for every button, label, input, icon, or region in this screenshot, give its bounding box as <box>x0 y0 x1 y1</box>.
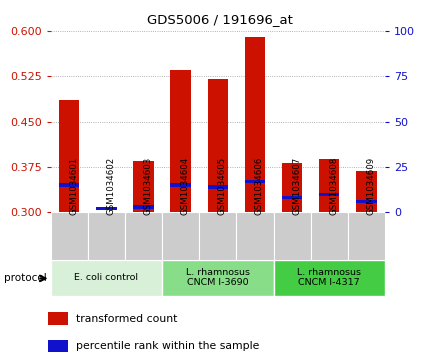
Bar <box>51 260 162 296</box>
Bar <box>208 79 228 212</box>
Text: GSM1034601: GSM1034601 <box>69 156 78 215</box>
Bar <box>125 212 162 260</box>
Text: GSM1034605: GSM1034605 <box>218 156 227 215</box>
Bar <box>170 70 191 212</box>
Bar <box>59 183 79 187</box>
Bar <box>319 192 340 196</box>
Text: GDS5006 / 191696_at: GDS5006 / 191696_at <box>147 13 293 26</box>
Bar <box>162 212 199 260</box>
Text: GSM1034603: GSM1034603 <box>143 156 153 215</box>
Text: transformed count: transformed count <box>76 314 177 324</box>
Text: protocol: protocol <box>4 273 47 284</box>
Text: L. rhamnosus
CNCM I-3690: L. rhamnosus CNCM I-3690 <box>186 268 250 287</box>
Bar <box>319 159 340 212</box>
Bar <box>208 185 228 189</box>
Bar <box>162 260 274 296</box>
Text: L. rhamnosus
CNCM I-4317: L. rhamnosus CNCM I-4317 <box>297 268 361 287</box>
Text: GSM1034606: GSM1034606 <box>255 156 264 215</box>
Bar <box>236 212 274 260</box>
Bar <box>356 171 377 212</box>
Bar <box>245 180 265 183</box>
Bar <box>48 340 68 352</box>
Bar <box>348 212 385 260</box>
Text: GSM1034609: GSM1034609 <box>367 156 375 215</box>
Bar <box>133 205 154 208</box>
Bar <box>282 196 302 199</box>
Bar <box>245 37 265 212</box>
Bar <box>356 200 377 203</box>
Bar <box>88 212 125 260</box>
Bar <box>133 161 154 212</box>
Text: GSM1034607: GSM1034607 <box>292 156 301 215</box>
Bar <box>170 183 191 187</box>
Bar <box>274 212 311 260</box>
Bar <box>311 212 348 260</box>
Text: GSM1034602: GSM1034602 <box>106 156 115 215</box>
Bar <box>48 313 68 325</box>
Bar <box>199 212 236 260</box>
Bar <box>274 260 385 296</box>
Text: GSM1034608: GSM1034608 <box>329 156 338 215</box>
Bar <box>51 212 88 260</box>
Bar <box>59 101 79 212</box>
Text: GSM1034604: GSM1034604 <box>181 156 190 215</box>
Bar <box>96 207 117 210</box>
Text: percentile rank within the sample: percentile rank within the sample <box>76 341 259 351</box>
Bar <box>282 163 302 212</box>
Text: E. coli control: E. coli control <box>74 273 138 282</box>
